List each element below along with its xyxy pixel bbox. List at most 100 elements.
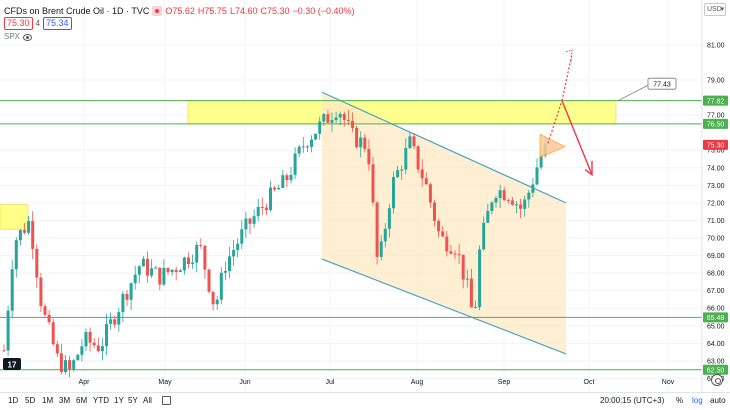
- candle-body: [346, 119, 350, 121]
- resistance-zone: [187, 100, 617, 125]
- candle-body: [14, 240, 18, 270]
- candle-body: [433, 202, 436, 221]
- candle-body: [18, 230, 22, 241]
- candle-body: [519, 204, 523, 209]
- y-tick-label: 67.00: [707, 288, 725, 295]
- candle-body: [244, 218, 248, 230]
- candle-body: [510, 200, 514, 205]
- y-tick-label: 70.00: [707, 236, 725, 243]
- candle-body: [465, 278, 469, 280]
- candle-body: [182, 257, 186, 271]
- log-toggle[interactable]: log: [692, 396, 703, 405]
- spread-value: 4: [35, 18, 40, 28]
- candle-body: [236, 243, 240, 251]
- candle-body: [301, 146, 305, 148]
- candle-body: [199, 244, 203, 246]
- range-button-5y[interactable]: 5Y: [128, 396, 138, 405]
- candle-body: [68, 360, 72, 370]
- projection-arrow-down: [561, 100, 593, 176]
- candle-body: [334, 117, 338, 121]
- candle-body: [342, 113, 346, 120]
- candle-body: [535, 167, 539, 185]
- range-button-5d[interactable]: 5D: [25, 396, 36, 405]
- range-button-3m[interactable]: 3M: [59, 396, 71, 405]
- range-button-6m[interactable]: 6M: [76, 396, 88, 405]
- candle-body: [109, 319, 113, 324]
- candle-body: [494, 198, 498, 203]
- candle-body: [490, 202, 494, 211]
- ohlc-close: C75.30: [260, 5, 290, 16]
- gear-icon[interactable]: [711, 374, 723, 386]
- candle-body: [129, 283, 133, 300]
- y-tick-label: 69.00: [707, 253, 725, 260]
- candle-body: [449, 251, 453, 254]
- ask-price[interactable]: 75.34: [42, 17, 72, 30]
- price-label-badge: [703, 364, 728, 375]
- projection-dotted-up-2: [561, 53, 573, 101]
- candle-body: [330, 120, 334, 123]
- ohlc-high: H75.75: [197, 5, 227, 16]
- market-status-icon[interactable]: [152, 5, 163, 16]
- candle-body: [527, 192, 531, 200]
- calendar-icon[interactable]: [162, 396, 171, 405]
- candle-body: [260, 206, 264, 208]
- range-button-ytd[interactable]: YTD: [93, 396, 109, 405]
- candle-body: [10, 269, 14, 311]
- y-tick-label: 79.00: [707, 77, 725, 84]
- x-tick-label: Jul: [326, 379, 335, 386]
- candle-body: [51, 322, 55, 345]
- range-button-all[interactable]: All: [143, 396, 152, 405]
- candle-body: [35, 248, 39, 278]
- eye-icon[interactable]: [23, 34, 33, 41]
- bid-price[interactable]: 75.30: [4, 17, 33, 30]
- y-tick-label: 74.00: [707, 165, 725, 172]
- channel-top-line: [321, 91, 567, 204]
- range-button-1d[interactable]: 1D: [8, 396, 19, 405]
- currency-dropdown[interactable]: USD: [704, 3, 726, 16]
- candle-body: [281, 175, 285, 188]
- candle-body: [416, 146, 420, 170]
- x-tick-label: Nov: [662, 379, 675, 386]
- candle-body: [318, 121, 322, 134]
- left-zone: [0, 204, 29, 230]
- price-label-text: 76.50: [707, 121, 725, 128]
- clock-readout[interactable]: 20:00:15 (UTC+3): [600, 396, 665, 405]
- x-tick-label: Sep: [498, 379, 511, 386]
- candle-body: [412, 136, 416, 147]
- candle-body: [461, 254, 465, 280]
- y-tick-label: 75.00: [707, 148, 725, 155]
- candle-body: [523, 199, 527, 209]
- candle-body: [486, 210, 490, 223]
- price-label-text: 65.48: [707, 315, 725, 322]
- candle-body: [482, 222, 486, 250]
- candle-body: [121, 293, 125, 313]
- price-label-badge: [703, 95, 728, 106]
- compare-symbol[interactable]: SPX: [4, 31, 21, 41]
- candle-body: [211, 291, 215, 305]
- candle-body: [39, 277, 43, 307]
- candle-body: [363, 137, 367, 149]
- range-button-1y[interactable]: 1Y: [114, 396, 124, 405]
- candle-body: [100, 346, 104, 352]
- candle-body: [64, 360, 67, 373]
- auto-toggle[interactable]: auto: [710, 396, 726, 405]
- candle-body: [2, 350, 6, 352]
- projection-arrowhead-down: [584, 160, 593, 177]
- x-tick-label: Oct: [584, 379, 595, 386]
- y-tick-label: 66.00: [707, 306, 725, 313]
- price-label-text: 62.50: [707, 367, 725, 374]
- symbol-title[interactable]: CFDs on Brent Crude Oil · 1D · TVC: [4, 5, 150, 16]
- x-tick-label: Apr: [79, 379, 91, 386]
- candle-body: [195, 244, 199, 263]
- range-button-1m[interactable]: 1M: [42, 396, 54, 405]
- candle-body: [293, 153, 297, 175]
- price-label-badge: [703, 139, 728, 150]
- candle-body: [88, 331, 92, 343]
- percent-toggle[interactable]: %: [676, 396, 684, 405]
- candle-body: [387, 208, 391, 229]
- candle-body: [371, 164, 375, 203]
- channel-fill: [322, 92, 566, 354]
- candle-body: [539, 155, 543, 168]
- tradingview-logo-text: 17: [8, 361, 17, 370]
